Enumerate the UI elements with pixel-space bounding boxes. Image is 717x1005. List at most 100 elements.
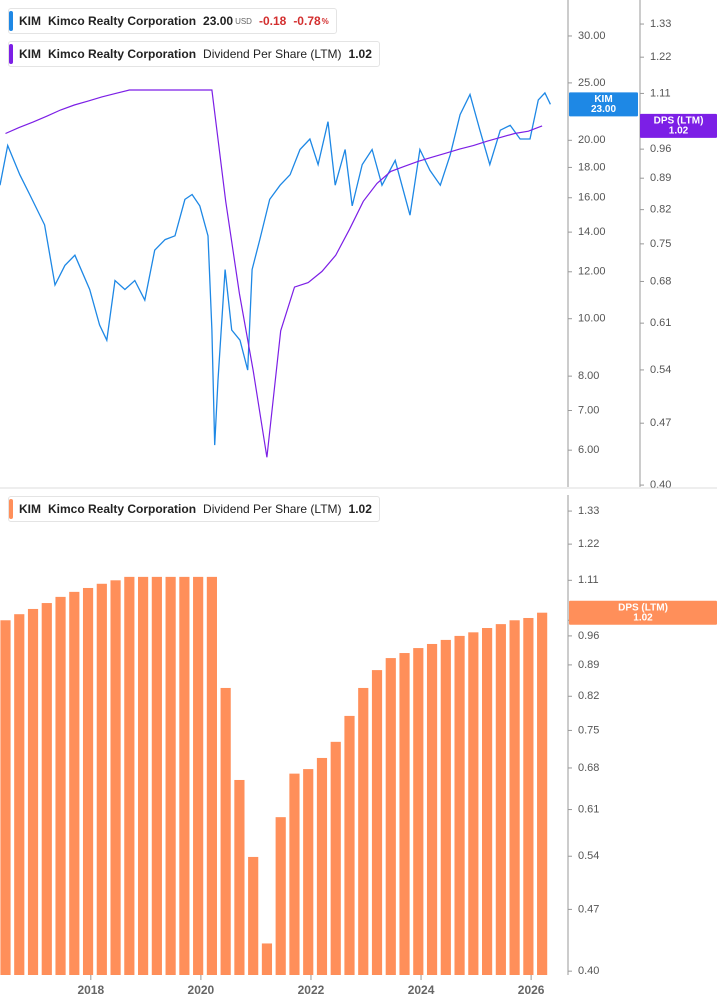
price-badge — [569, 92, 638, 117]
dps-badge-value: 1.02 — [669, 126, 689, 137]
y2-tick-label: 0.89 — [650, 172, 671, 184]
ticker: KIM — [19, 502, 41, 516]
dps-legend: KIM Kimco Realty Corporation Dividend Pe… — [8, 41, 380, 67]
bar — [523, 617, 534, 975]
bar — [179, 576, 190, 975]
change-pct-unit: % — [321, 16, 329, 26]
y-tick-label: 0.61 — [578, 803, 599, 815]
bar — [55, 596, 66, 975]
legend-swatch — [9, 499, 13, 519]
x-tick-label: 2018 — [77, 983, 104, 997]
y2-tick-label: 0.54 — [650, 364, 671, 376]
series-line — [0, 91, 551, 446]
y2-tick-label: 1.11 — [650, 87, 671, 99]
series-last: 1.02 — [348, 502, 372, 516]
bar — [344, 715, 355, 975]
bar-badge-value: 1.02 — [633, 612, 653, 623]
company: Kimco Realty Corporation — [48, 502, 197, 516]
bar — [138, 576, 149, 975]
bar — [371, 670, 383, 975]
price-badge-value: 23.00 — [591, 104, 616, 115]
y-tick-label: 0.54 — [578, 850, 599, 862]
y2-tick-label: 1.22 — [650, 51, 671, 63]
bar — [468, 632, 479, 975]
y-tick-label: 1.22 — [578, 538, 599, 550]
y-tick-label: 12.00 — [578, 266, 606, 278]
dps-badge-label: DPS (LTM) — [654, 116, 704, 127]
bar — [14, 614, 25, 975]
company: Kimco Realty Corporation — [48, 47, 197, 61]
ticker: KIM — [19, 47, 41, 61]
y-tick-label: 25.00 — [578, 77, 606, 89]
bar — [124, 576, 135, 975]
bar — [206, 576, 217, 975]
y2-tick-label: 0.68 — [650, 275, 671, 287]
bar — [220, 687, 231, 975]
y-tick-label: 8.00 — [578, 370, 599, 382]
price: 23.00 — [203, 14, 234, 28]
change: -0.18 — [258, 14, 287, 28]
bar — [454, 635, 465, 975]
y-tick-label: 1.11 — [578, 574, 599, 586]
x-tick-label: 2022 — [298, 983, 325, 997]
y2-tick-label: 0.40 — [650, 479, 671, 491]
y2-tick-label: 0.75 — [650, 238, 671, 250]
company: Kimco Realty Corporation — [48, 14, 197, 28]
price-badge-label: KIM — [594, 94, 612, 105]
series-line — [5, 89, 543, 458]
y2-tick-label: 0.82 — [650, 204, 671, 216]
ticker: KIM — [19, 14, 41, 28]
y-tick-label: 0.89 — [578, 659, 599, 671]
bar — [413, 648, 424, 975]
y2-tick-label: 0.61 — [650, 317, 671, 329]
bar — [358, 687, 369, 975]
bar — [440, 639, 451, 975]
y-tick-label: 16.00 — [578, 192, 606, 204]
bar-badge — [569, 600, 717, 625]
bar — [261, 943, 273, 975]
y-tick-label: 18.00 — [578, 161, 606, 173]
y-tick-label: 0.68 — [578, 762, 599, 774]
bar — [289, 773, 300, 975]
x-tick-label: 2026 — [518, 983, 545, 997]
bar — [41, 603, 52, 975]
bar — [193, 576, 204, 975]
y2-tick-label: 0.47 — [650, 417, 671, 429]
bar — [151, 576, 162, 975]
bar — [495, 624, 506, 975]
series-name: Dividend Per Share (LTM) — [203, 502, 342, 516]
bar — [248, 856, 259, 975]
bar — [69, 591, 80, 975]
y-tick-label: 7.00 — [578, 404, 599, 416]
y-tick-label: 10.00 — [578, 313, 606, 325]
bar — [385, 658, 396, 975]
y-tick-label: 1.33 — [578, 505, 599, 517]
currency: USD — [235, 16, 252, 26]
y2-tick-label: 1.33 — [650, 18, 671, 30]
bar — [110, 580, 121, 975]
bar — [96, 583, 107, 975]
x-tick-label: 2024 — [408, 983, 435, 997]
y-tick-label: 30.00 — [578, 30, 606, 42]
series-name: Dividend Per Share (LTM) — [203, 47, 342, 61]
bar — [27, 608, 39, 975]
y2-tick-label: 0.96 — [650, 143, 671, 155]
y-tick-label: 0.96 — [578, 630, 599, 642]
legend-swatch — [9, 44, 13, 64]
bar — [509, 620, 520, 975]
bar-legend: KIM Kimco Realty Corporation Dividend Pe… — [8, 496, 380, 522]
bar — [0, 620, 11, 975]
change-pct: -0.78 — [293, 14, 321, 28]
y-tick-label: 6.00 — [578, 444, 599, 456]
bar — [316, 757, 328, 975]
y-tick-label: 0.47 — [578, 903, 599, 915]
y-tick-label: 20.00 — [578, 134, 606, 146]
bar — [399, 653, 410, 975]
series-last: 1.02 — [348, 47, 372, 61]
bar — [82, 587, 94, 975]
bar — [165, 576, 176, 975]
price-legend: KIM Kimco Realty Corporation 23.00 USD -… — [8, 8, 337, 34]
x-tick-label: 2020 — [188, 983, 215, 997]
bar — [482, 628, 493, 975]
